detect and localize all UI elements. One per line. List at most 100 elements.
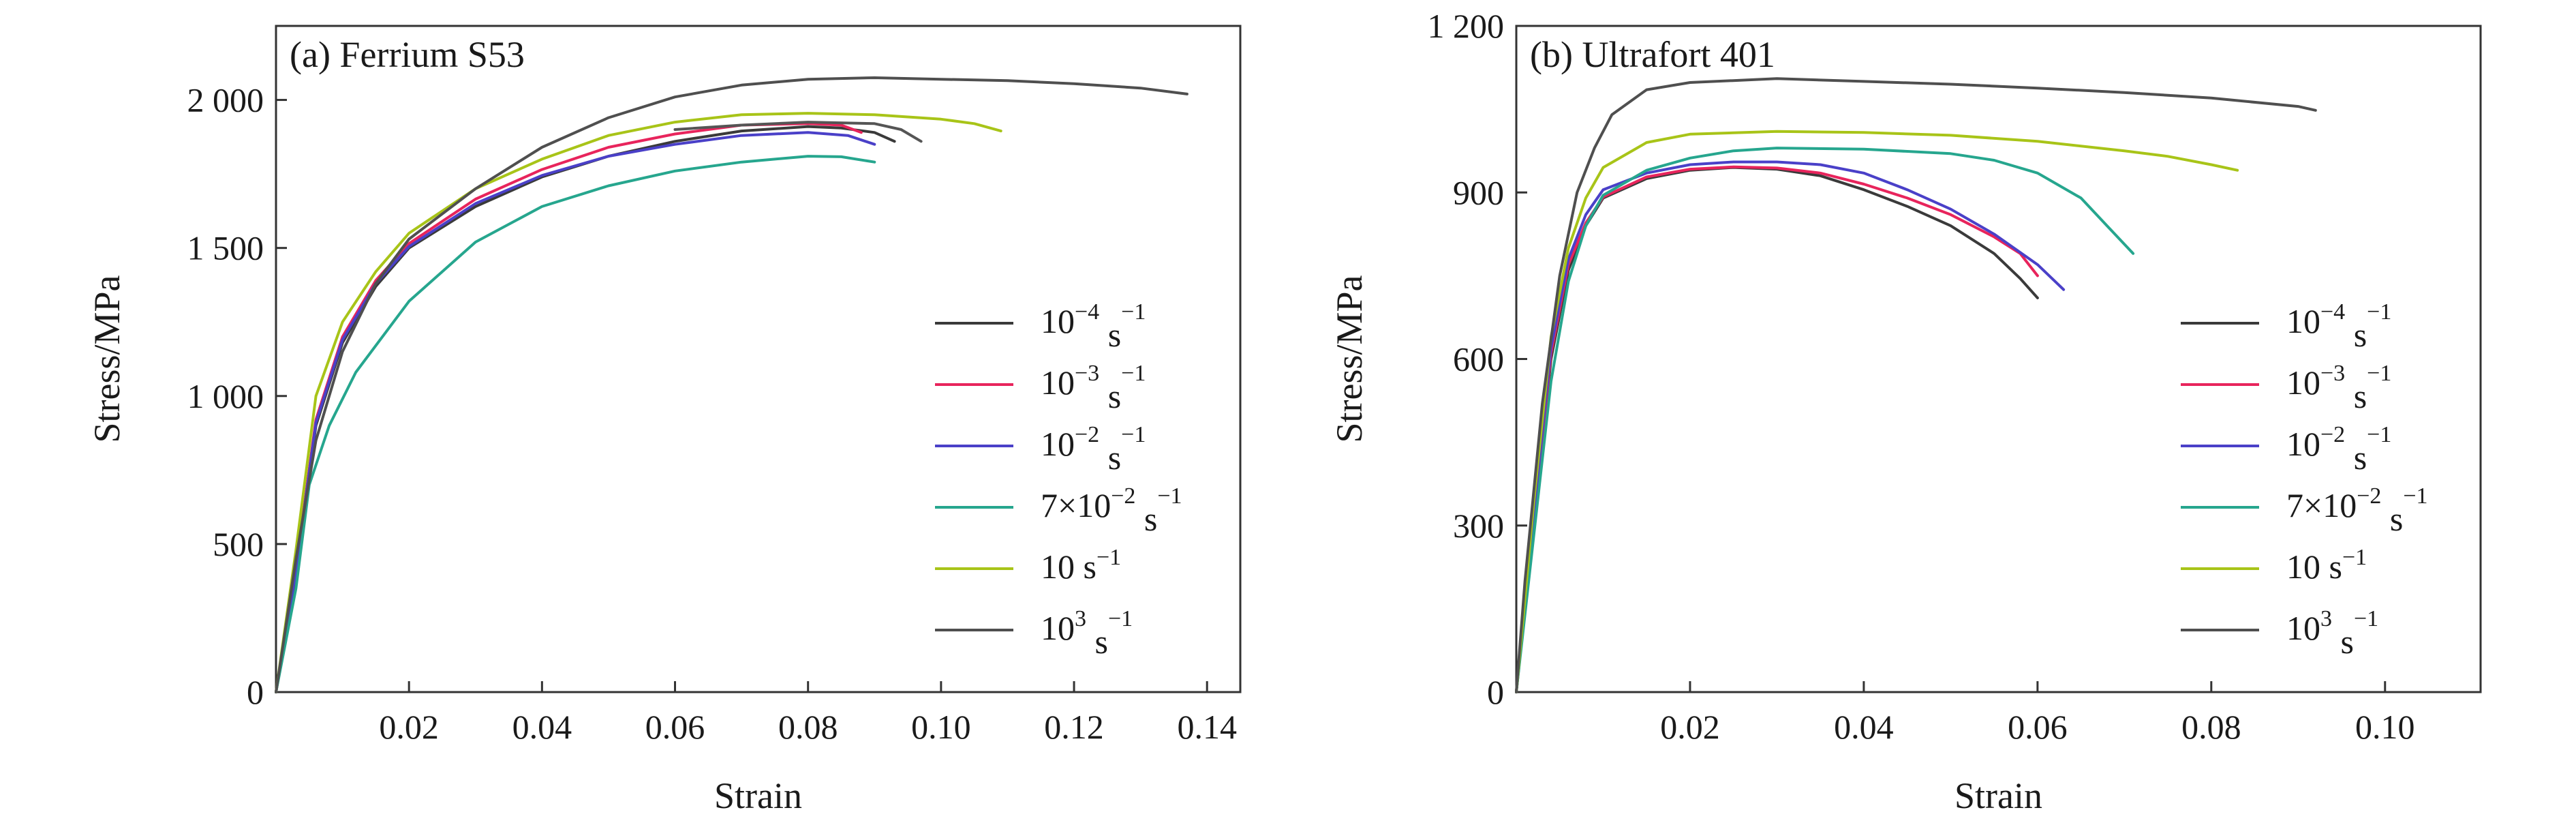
series-line (275, 125, 896, 693)
legend-label: 7×10−2 s−1 (1041, 483, 1182, 538)
panel-a: 0.02 0.04 0.06 0.08 0.10 0.12 0.14 0 500 1 000 1 5… (87, 25, 1242, 816)
series-line (1515, 130, 2239, 693)
legend-label-part: 3 (2320, 606, 2332, 631)
legend-label: 10−2 s−1 (2286, 422, 2391, 477)
x-axis-label: Strain (714, 775, 802, 816)
legend-label-part: s (2345, 316, 2367, 354)
legend-label-part: −1 (2367, 299, 2391, 325)
legend-item: 10−2 s−1 (935, 422, 1146, 477)
legend-label-part: −1 (1121, 299, 1146, 325)
x-tick-label: 0.10 (911, 708, 971, 746)
legend-label-part: s (2345, 438, 2367, 477)
legend-label-part: −2 (1075, 422, 1099, 447)
series-line (275, 112, 1002, 693)
series-line (275, 155, 876, 693)
x-tick-label: 0.04 (1834, 708, 1894, 746)
legend-label-part: −1 (1157, 483, 1182, 509)
legend-label-part: s (1099, 377, 1121, 415)
series-line (1515, 77, 2317, 693)
legend-label-part: −1 (2354, 606, 2378, 631)
legend-label: 10 s−1 (2286, 545, 2367, 586)
legend: 10−4 s−110−3 s−110−2 s−17×10−2 s−110 s−1… (2181, 299, 2428, 661)
series-line (1515, 147, 2135, 693)
legend-label-part: −1 (1121, 422, 1146, 447)
legend-label: 7×10−2 s−1 (2286, 483, 2428, 538)
legend-label-part: 3 (1075, 606, 1086, 631)
legend-item: 10−4 s−1 (935, 299, 1146, 354)
legend-label-part: 7×10 (1041, 486, 1111, 524)
legend-item: 10−4 s−1 (2181, 299, 2391, 354)
legend-label-part: s (1099, 316, 1121, 354)
x-tick-label: 0.02 (379, 708, 439, 746)
legend-label-part: −1 (2342, 545, 2367, 570)
y-tick-label: 500 (213, 525, 264, 563)
series-line (275, 122, 863, 693)
legend-label-part: 10 s (1041, 548, 1097, 586)
legend-label-part: 10 s (2286, 548, 2342, 586)
series-line (1515, 160, 2066, 693)
legend-label-part: −1 (2367, 422, 2391, 447)
legend-item: 7×10−2 s−1 (2181, 483, 2428, 538)
x-tick-label: 0.06 (2008, 708, 2068, 746)
legend-label: 10−3 s−1 (1041, 361, 1146, 415)
panel-title: (a) Ferrium S53 (290, 34, 525, 75)
legend-label-part: −2 (2320, 422, 2345, 447)
panel-title: (b) Ultrafort 401 (1530, 34, 1775, 75)
y-axis-label: Stress/MPa (1329, 275, 1370, 443)
y-tick-label: 600 (1453, 340, 1504, 378)
legend-label-part: 10 (1041, 363, 1075, 402)
legend-label-part: 10 (2286, 363, 2320, 402)
series-line (275, 76, 1189, 693)
x-tick-label: 0.08 (2181, 708, 2241, 746)
legend-item: 103 s−1 (2181, 606, 2378, 661)
legend-label-part: −3 (2320, 361, 2345, 386)
legend-item: 10 s−1 (2181, 545, 2367, 586)
x-tick-label: 0.08 (778, 708, 838, 746)
x-tick-label: 0.12 (1044, 708, 1104, 746)
legend-label-part: 10 (1041, 609, 1075, 647)
series-line (673, 121, 923, 143)
legend-item: 10−2 s−1 (2181, 422, 2391, 477)
y-tick-label: 900 (1453, 173, 1504, 211)
series-line (1515, 165, 2039, 693)
x-tick-label: 0.14 (1177, 708, 1237, 746)
legend-item: 10−3 s−1 (935, 361, 1146, 415)
legend-label-part: −1 (1108, 606, 1133, 631)
legend-label-part: 10 (2286, 609, 2320, 647)
y-axis-label: Stress/MPa (87, 275, 127, 443)
y-tick-label: 2 000 (187, 81, 264, 119)
y-tick-label: 300 (1453, 507, 1504, 545)
y-tick-label: 0 (247, 673, 264, 711)
legend-label-part: s (1086, 623, 1108, 661)
legend-label-part: s (2332, 623, 2354, 661)
x-tick-label: 0.02 (1660, 708, 1720, 746)
legend-label-part: 10 (1041, 302, 1075, 340)
x-tick-label: 0.10 (2355, 708, 2415, 746)
legend-label: 10−4 s−1 (1041, 299, 1146, 354)
legend-label-part: 10 (2286, 425, 2320, 463)
y-tick-label: 1 500 (187, 229, 264, 267)
legend-label-part: 7×10 (2286, 486, 2357, 524)
plot-frame (275, 25, 1242, 693)
plot-frame (1515, 25, 2482, 693)
legend-label: 10−4 s−1 (2286, 299, 2391, 354)
legend-item: 7×10−2 s−1 (935, 483, 1182, 538)
legend-label-part: −3 (1075, 361, 1099, 386)
series-line (275, 131, 876, 693)
legend-item: 10 s−1 (935, 545, 1121, 586)
legend-label-part: 10 (1041, 425, 1075, 463)
x-axis-label: Strain (1954, 775, 2042, 816)
legend-label-part: s (1099, 438, 1121, 477)
legend-label-part: 10 (2286, 302, 2320, 340)
legend: 10−4 s−110−3 s−110−2 s−17×10−2 s−110 s−1… (935, 299, 1182, 661)
legend-label-part: −4 (1075, 299, 1099, 325)
legend-item: 103 s−1 (935, 606, 1133, 661)
legend-label: 103 s−1 (1041, 606, 1133, 661)
x-tick-label: 0.04 (512, 708, 572, 746)
legend-label-part: −1 (1097, 545, 1121, 570)
legend-label-part: s (2381, 500, 2403, 538)
legend-label-part: −4 (2320, 299, 2345, 325)
legend-label: 10−3 s−1 (2286, 361, 2391, 415)
legend-label: 103 s−1 (2286, 606, 2378, 661)
x-tick-label: 0.06 (645, 708, 705, 746)
